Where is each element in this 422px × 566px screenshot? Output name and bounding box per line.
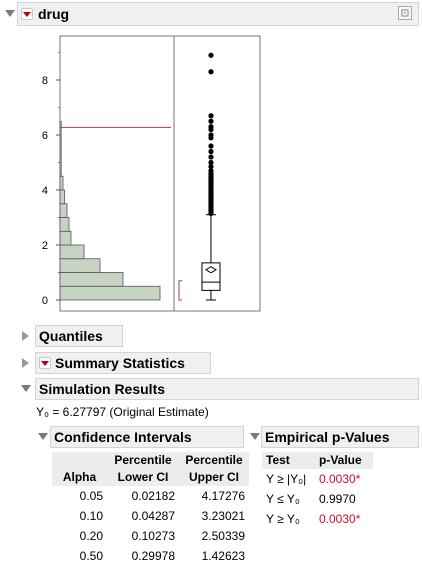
ci-col-lower-line1: Percentile bbox=[107, 452, 179, 469]
ci-col-alpha: Alpha bbox=[52, 452, 107, 486]
summary-header[interactable]: Summary Statistics bbox=[35, 352, 211, 374]
ci-upper-value: 3.23021 bbox=[201, 509, 245, 523]
histogram-bar bbox=[59, 272, 124, 287]
summary-red-triangle-menu[interactable] bbox=[39, 357, 51, 369]
menu-arrow-icon bbox=[41, 360, 49, 366]
ci-lower-value: 0.04287 bbox=[131, 509, 175, 523]
pv-disclosure-icon[interactable] bbox=[250, 433, 260, 440]
outlier-point bbox=[208, 124, 214, 130]
ci-upper-value: 1.42623 bbox=[201, 549, 245, 563]
outlier-point bbox=[208, 132, 214, 138]
ci-alpha-value: 0.05 bbox=[79, 489, 103, 503]
pv-header[interactable]: Empirical p-Values bbox=[261, 426, 419, 448]
quantiles-header[interactable]: Quantiles bbox=[35, 325, 123, 347]
y-axis-tick-label: 2 bbox=[42, 240, 48, 252]
ci-lower-value: 0.10273 bbox=[131, 529, 175, 543]
pv-value: 0.0030* bbox=[319, 472, 361, 486]
outlier-point bbox=[208, 113, 214, 119]
histogram-bar bbox=[59, 189, 65, 205]
original-estimate-label: Y₀ = 6.27797 (Original Estimate) bbox=[36, 405, 209, 419]
ci-title: Confidence Intervals bbox=[54, 429, 192, 445]
ci-table: Alpha Percentile Percentile Lower CI Upp… bbox=[52, 452, 249, 566]
pv-value: 0.0030* bbox=[319, 512, 361, 526]
ci-col-upper-line2: Upper CI bbox=[179, 469, 249, 486]
table-row: 0.10 0.04287 3.23021 bbox=[52, 506, 249, 526]
y-axis-tick-label: 4 bbox=[42, 185, 48, 197]
outlier-point bbox=[208, 154, 214, 160]
ci-alpha-header: Alpha bbox=[62, 470, 97, 484]
histogram-bar bbox=[59, 217, 70, 232]
y-axis-tick-label: 8 bbox=[42, 75, 48, 87]
ci-col-upper-line1: Percentile bbox=[179, 452, 249, 469]
outlier-point bbox=[208, 118, 214, 124]
pv-title: Empirical p-Values bbox=[265, 429, 390, 445]
menu-arrow-icon bbox=[23, 11, 31, 17]
simulation-disclosure-icon[interactable] bbox=[21, 385, 31, 392]
summary-title: Summary Statistics bbox=[55, 355, 185, 371]
outlier-point bbox=[208, 159, 214, 166]
pv-test: Y ≥ |Y₀| bbox=[266, 472, 307, 486]
outlier-point bbox=[208, 164, 214, 170]
outlier-point bbox=[208, 148, 214, 155]
table-row: 0.50 0.29978 1.42623 bbox=[52, 546, 249, 566]
quantiles-disclosure-icon[interactable] bbox=[22, 331, 29, 341]
outlier-point bbox=[208, 52, 214, 58]
histogram-bar bbox=[59, 203, 68, 218]
drug-header: drug bbox=[17, 2, 419, 26]
ci-lower-value: 0.02182 bbox=[131, 489, 175, 503]
histogram-bar bbox=[59, 258, 101, 273]
table-row: 0.20 0.10273 2.50339 bbox=[52, 526, 249, 546]
outlier-point bbox=[208, 143, 214, 149]
quantiles-title: Quantiles bbox=[39, 328, 103, 344]
summary-disclosure-icon[interactable] bbox=[22, 358, 29, 368]
ci-lower-value: 0.29978 bbox=[131, 549, 175, 563]
ci-disclosure-icon[interactable] bbox=[38, 433, 48, 440]
outlier-point bbox=[208, 69, 214, 75]
table-row: Y ≥ |Y₀| 0.0030* bbox=[262, 469, 373, 489]
table-row: 0.05 0.02182 4.17276 bbox=[52, 486, 249, 506]
shortest-half-bracket bbox=[178, 280, 182, 301]
y-axis-tick-label: 6 bbox=[42, 130, 48, 142]
y-axis-tick-label: 0 bbox=[42, 295, 48, 307]
pv-value: 0.9970 bbox=[319, 492, 356, 506]
table-row: Y ≥ Y₀ 0.0030* bbox=[262, 509, 373, 529]
drug-red-triangle-menu[interactable] bbox=[21, 8, 33, 20]
histogram-bar bbox=[59, 230, 72, 246]
ci-alpha-value: 0.50 bbox=[79, 549, 103, 563]
histogram-bar bbox=[59, 244, 85, 260]
pv-col-test: Test bbox=[262, 452, 315, 469]
ci-col-lower-line2: Lower CI bbox=[107, 469, 179, 486]
ci-upper-value: 4.17276 bbox=[201, 489, 245, 503]
ci-header[interactable]: Confidence Intervals bbox=[50, 426, 244, 448]
ci-upper-value: 2.50339 bbox=[201, 529, 245, 543]
pv-test: Y ≤ Y₀ bbox=[266, 492, 300, 506]
simulation-header[interactable]: Simulation Results bbox=[35, 378, 419, 400]
histogram-bar bbox=[59, 285, 161, 301]
table-row: Y ≤ Y₀ 0.9970 bbox=[262, 489, 373, 509]
pv-test: Y ≥ Y₀ bbox=[266, 512, 300, 526]
drug-title: drug bbox=[38, 6, 70, 22]
pin-icon[interactable] bbox=[398, 6, 412, 20]
drug-distribution-chart: 0 2 4 6 8 bbox=[42, 35, 261, 312]
histogram-bar bbox=[59, 175, 64, 191]
drug-disclosure-icon[interactable] bbox=[5, 10, 15, 17]
ci-alpha-value: 0.20 bbox=[79, 529, 103, 543]
histogram-bar bbox=[59, 120, 62, 177]
outlier-point bbox=[208, 168, 214, 174]
pv-col-pvalue: p-Value bbox=[315, 452, 373, 469]
pv-table: Test p-Value Y ≥ |Y₀| 0.0030* Y ≤ Y₀ 0.997… bbox=[262, 452, 373, 529]
simulation-title: Simulation Results bbox=[39, 381, 166, 397]
box-mean-diamond bbox=[205, 266, 217, 274]
ci-alpha-value: 0.10 bbox=[79, 509, 103, 523]
